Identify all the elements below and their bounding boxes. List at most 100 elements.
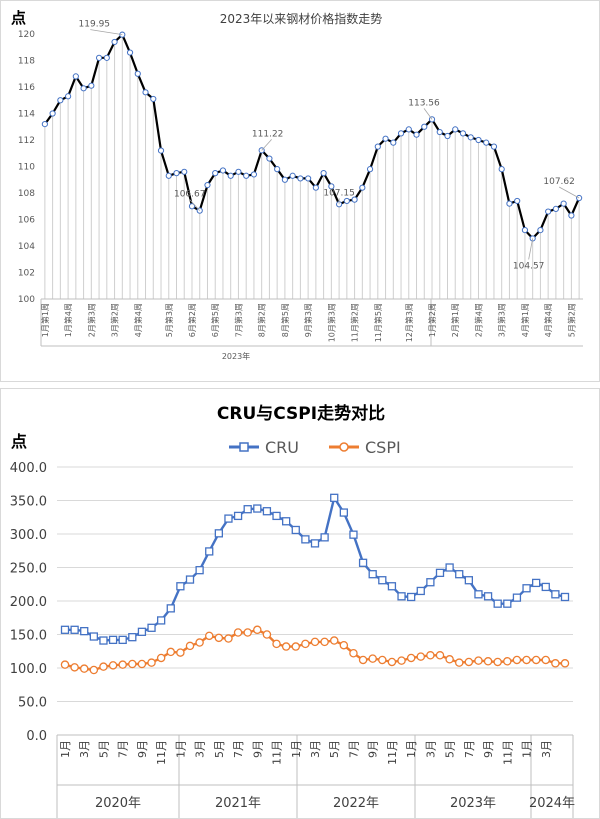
index-point bbox=[514, 197, 521, 205]
chart-title: CRU与CSPI走势对比 bbox=[217, 403, 385, 424]
cru-point bbox=[522, 584, 531, 593]
y-tick-label: 108 bbox=[18, 189, 35, 199]
index-point bbox=[459, 130, 467, 137]
cru-point bbox=[483, 592, 493, 601]
cspi-point bbox=[416, 652, 426, 661]
index-point bbox=[351, 196, 358, 203]
index-point bbox=[390, 139, 397, 146]
cspi-point bbox=[214, 633, 224, 643]
cru-point bbox=[176, 582, 185, 591]
x-tick-label: 3月 bbox=[309, 740, 322, 758]
index-point bbox=[142, 89, 149, 96]
index-point bbox=[266, 155, 273, 162]
x-tick-label: 5月 bbox=[213, 740, 226, 758]
year-label: 2024年 bbox=[529, 796, 575, 811]
index-point bbox=[157, 147, 165, 154]
cspi-point bbox=[185, 641, 195, 651]
x-tick-label: 3月 bbox=[194, 740, 207, 758]
cru-point bbox=[205, 547, 214, 556]
cspi-point bbox=[406, 653, 416, 663]
x-tick-label: 5月 bbox=[328, 740, 341, 758]
y-tick-label: 0.0 bbox=[26, 729, 47, 744]
annotation-leader bbox=[528, 238, 534, 260]
cspi-point bbox=[503, 657, 512, 666]
cspi-point bbox=[329, 636, 339, 645]
index-point bbox=[88, 82, 95, 89]
x-tick-label: 2月第1周 bbox=[450, 303, 460, 337]
y-tick-label: 116 bbox=[18, 83, 35, 93]
cspi-point bbox=[426, 651, 435, 660]
index-point bbox=[413, 131, 420, 138]
index-point bbox=[452, 126, 459, 133]
cspi-point bbox=[156, 653, 166, 663]
cspi-point bbox=[378, 655, 387, 665]
index-point bbox=[359, 184, 366, 191]
index-series-line bbox=[44, 33, 581, 240]
cru-point bbox=[435, 568, 445, 578]
cspi-point bbox=[99, 662, 108, 671]
cru-point bbox=[60, 625, 70, 634]
cspi-point bbox=[291, 642, 301, 651]
x-tick-label: 10月第3周 bbox=[326, 303, 336, 342]
cru-point bbox=[147, 623, 156, 632]
x-tick-label: 1月 bbox=[405, 740, 418, 758]
index-point bbox=[219, 167, 227, 174]
cspi-point bbox=[445, 655, 454, 664]
index-point bbox=[498, 166, 505, 173]
y-tick-label: 106 bbox=[18, 216, 35, 226]
data-label: 107.15 bbox=[323, 188, 355, 198]
cru-point bbox=[512, 593, 522, 602]
cspi-point bbox=[349, 649, 358, 658]
index-point bbox=[343, 197, 350, 205]
x-tick-label: 3月第2周 bbox=[110, 303, 120, 337]
x-tick-label: 2月第3周 bbox=[86, 303, 96, 337]
cru-point bbox=[214, 529, 223, 538]
x-tick-label: 4月第1周 bbox=[520, 303, 530, 337]
cru-point bbox=[339, 508, 348, 517]
cru-point bbox=[70, 625, 79, 634]
index-point bbox=[72, 73, 79, 80]
cspi-point bbox=[368, 654, 377, 663]
index-point bbox=[305, 175, 312, 182]
y-tick-label: 100.0 bbox=[10, 662, 47, 677]
cspi-point bbox=[493, 657, 502, 667]
cru-point bbox=[349, 530, 358, 539]
cspi-point bbox=[301, 639, 310, 649]
x-tick-label: 1月第2周 bbox=[427, 303, 437, 337]
cru-point bbox=[541, 582, 550, 592]
index-point bbox=[397, 130, 405, 137]
data-label: 113.56 bbox=[408, 98, 440, 108]
annotation-leader bbox=[261, 139, 272, 151]
cru-point bbox=[387, 582, 397, 591]
x-tick-label: 7月 bbox=[463, 740, 476, 758]
cspi-point bbox=[79, 664, 89, 673]
data-label: 104.57 bbox=[513, 261, 545, 271]
x-tick-label: 1月 bbox=[521, 740, 534, 758]
chart-title: 2023年以来钢材价格指数走势 bbox=[220, 11, 383, 26]
cru-point bbox=[407, 592, 416, 602]
cru-point bbox=[282, 517, 291, 526]
cru-point bbox=[233, 511, 243, 521]
cspi-point bbox=[89, 665, 99, 675]
x-tick-label: 2月第4周 bbox=[473, 303, 483, 337]
cspi-point bbox=[262, 630, 272, 639]
x-tick-label: 6月第2周 bbox=[187, 303, 197, 337]
cru-point bbox=[137, 627, 147, 636]
cspi-point bbox=[358, 655, 368, 665]
x-tick-label: 9月第3周 bbox=[303, 303, 313, 337]
cspi-point bbox=[310, 637, 320, 647]
y-tick-label: 150.0 bbox=[10, 629, 47, 644]
cru-point bbox=[291, 525, 300, 535]
cspi-point bbox=[195, 638, 204, 647]
index-point bbox=[181, 168, 188, 175]
cru-point bbox=[310, 539, 320, 548]
index-point bbox=[490, 143, 498, 150]
y-tick-label: 100 bbox=[18, 295, 35, 305]
cspi-point bbox=[118, 660, 127, 669]
index-point bbox=[111, 38, 118, 46]
cru-point bbox=[503, 599, 512, 608]
index-point bbox=[95, 54, 103, 61]
cru-point bbox=[445, 563, 454, 572]
cru-point bbox=[89, 632, 98, 641]
cru-point bbox=[301, 535, 310, 544]
